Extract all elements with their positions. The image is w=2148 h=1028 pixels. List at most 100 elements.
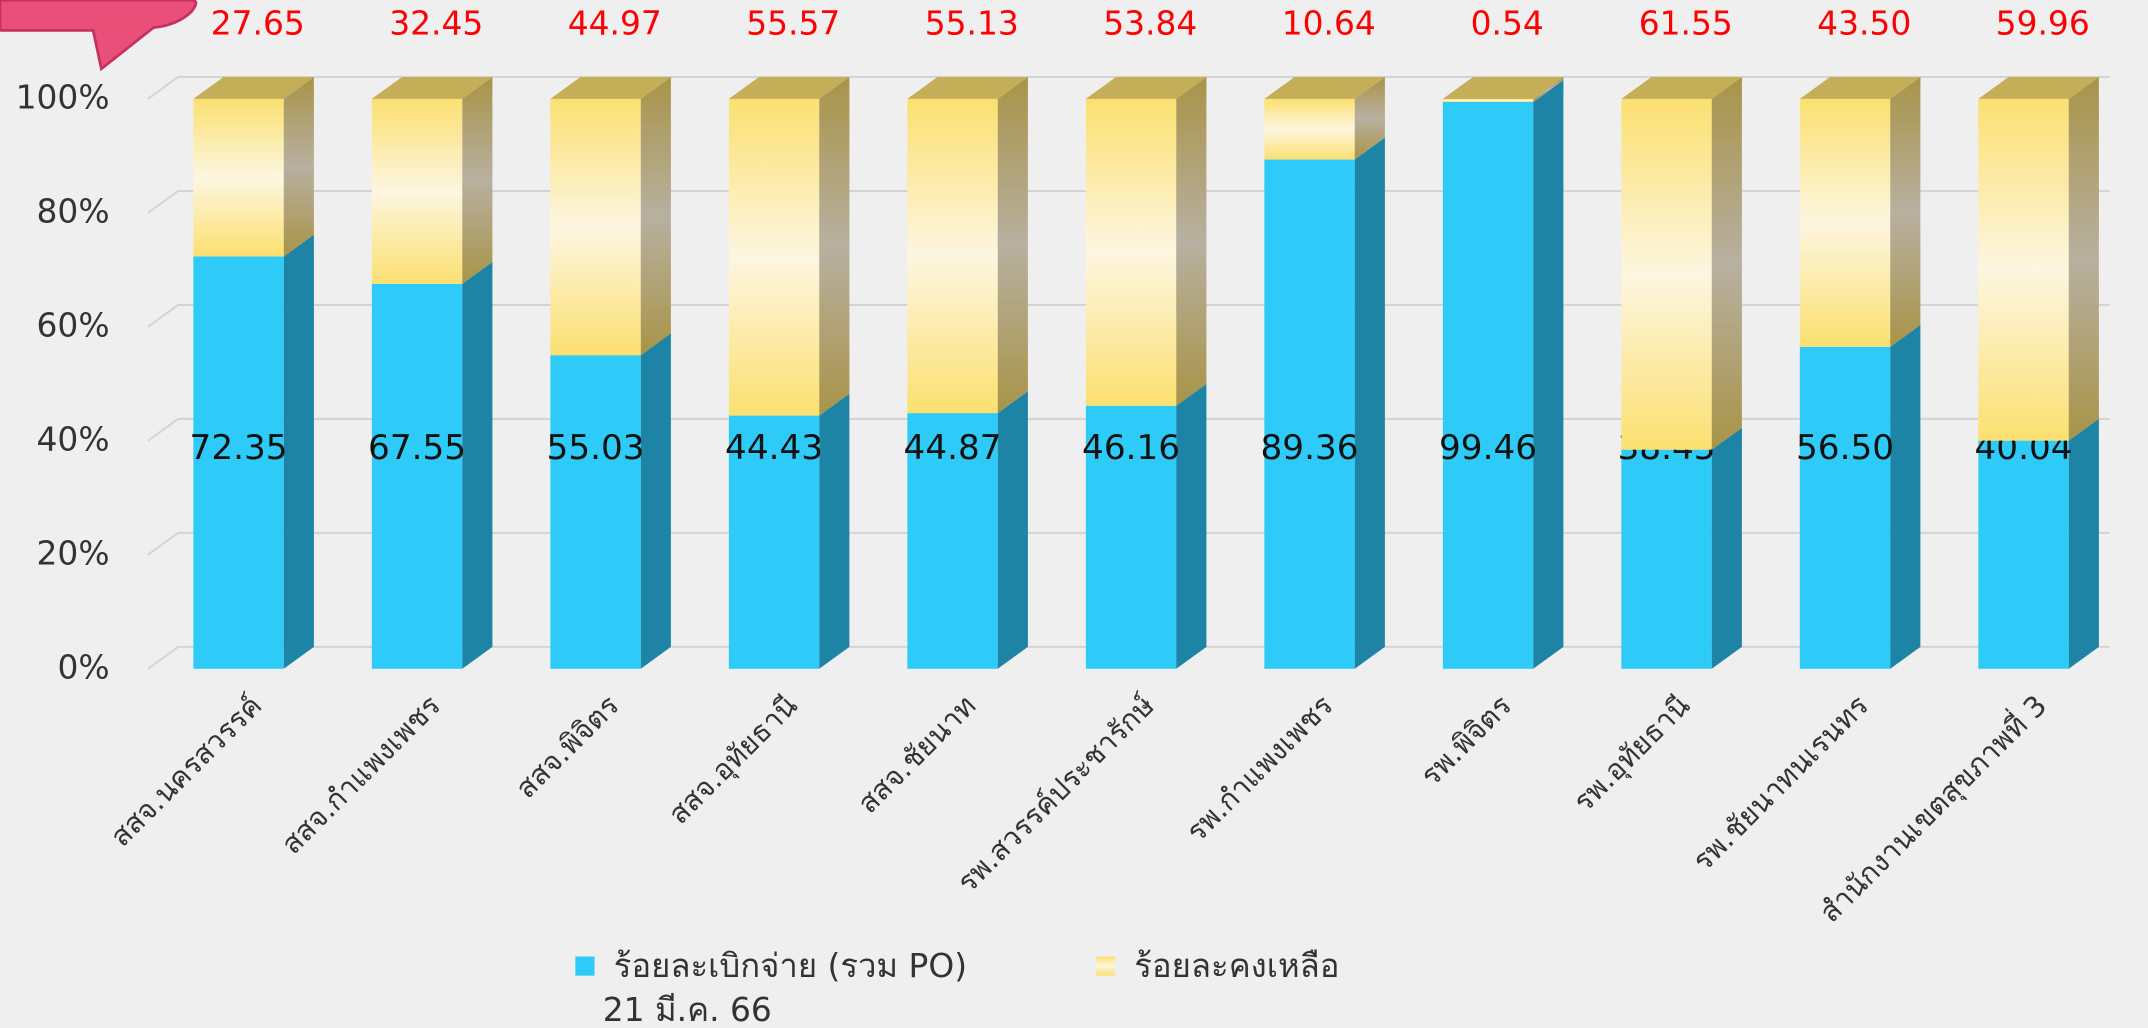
bar-segment [550, 77, 671, 356]
x-tick-label: รพ.สวรรค์ประชารักษ์ [950, 688, 1161, 899]
legend-swatch [1095, 956, 1116, 976]
bar-segment [728, 393, 850, 669]
bar-front [371, 98, 463, 284]
value-label: 55.03 [547, 428, 645, 468]
bar-front [371, 283, 463, 669]
bar-top [1085, 77, 1207, 99]
bar-segment [907, 391, 1028, 669]
bar-segment [1621, 427, 1742, 669]
x-tick-label: สสจ.ชัยนาท [851, 688, 983, 820]
bar-front [550, 98, 641, 356]
bar-side [462, 261, 493, 669]
x-tick-label: สสจ.นครสวรรค์ [103, 688, 268, 853]
x-tick-label: รพ.พิจิตร [1414, 688, 1518, 792]
value-label: 46.16 [1082, 428, 1180, 468]
value-label: 43.50 [1817, 3, 1911, 42]
y-tick-label: 0% [57, 647, 109, 686]
bar-front [907, 413, 998, 669]
value-label: 67.55 [368, 428, 466, 468]
bar-front [1621, 98, 1712, 450]
bar-segment [1978, 418, 2099, 669]
bar-front [1085, 98, 1177, 406]
bar-segment [193, 234, 314, 669]
bar-segment [1442, 80, 1564, 669]
bar-side [997, 77, 1028, 414]
x-tick-label: สสจ.อุทัยธานี [661, 688, 804, 831]
value-label: 55.57 [746, 3, 840, 42]
bar-side [1533, 77, 1564, 102]
bar-front [1264, 159, 1355, 669]
bar-front [193, 98, 284, 257]
bar-front [1621, 449, 1712, 669]
bar-segment [550, 333, 671, 669]
bar-side [1890, 77, 1921, 347]
bar-top [1264, 77, 1385, 99]
bar-side [997, 391, 1028, 669]
bar-top [371, 77, 493, 99]
bar-side [1354, 77, 1385, 160]
value-label: 32.45 [389, 3, 483, 42]
value-label: 53.84 [1103, 3, 1197, 42]
bar-front [550, 355, 641, 669]
bar-side [2068, 418, 2099, 669]
bar-segment [1621, 77, 1742, 450]
x-tick-label: รพ.ชัยนาทนเรนทร [1686, 688, 1875, 877]
bar-top [550, 77, 671, 99]
bar-side [2068, 77, 2099, 441]
value-label: 72.35 [190, 428, 288, 468]
bar-segment [1799, 324, 1921, 669]
grid-line [147, 75, 2110, 100]
value-label: 99.46 [1439, 428, 1537, 468]
bar-front [1978, 98, 2069, 441]
value-label: 59.96 [1996, 3, 2090, 42]
bar-side [819, 393, 850, 669]
bar-side [283, 77, 314, 257]
bar-top [907, 77, 1028, 99]
bar-segment [1799, 77, 1921, 347]
x-tick-label: รพ.อุทัยธานี [1566, 688, 1697, 819]
value-label: 44.87 [904, 428, 1002, 468]
value-label: 44.43 [725, 428, 823, 468]
bar-side [462, 77, 493, 284]
bar-side [1354, 137, 1385, 669]
bar-side [1711, 77, 1742, 450]
value-label: 89.36 [1261, 428, 1359, 468]
bar-front [1978, 440, 2069, 669]
bar-side [1711, 427, 1742, 669]
bar-top [1978, 77, 2099, 99]
bar-top [1621, 77, 1742, 99]
x-tick-label: สสจ.พิจิตร [509, 688, 626, 805]
legend-label: ร้อยละคงเหลือ [1134, 946, 1339, 985]
value-label: 61.55 [1639, 3, 1733, 42]
bar-segment [728, 77, 850, 416]
bar-front [1442, 101, 1534, 669]
bar-segment [1978, 77, 2099, 441]
bar-side [283, 234, 314, 669]
y-tick-label: 20% [37, 533, 110, 572]
bar-top [193, 77, 314, 99]
y-tick-label: 40% [37, 419, 110, 458]
bar-front [1085, 405, 1177, 669]
bar-segment [1442, 77, 1564, 102]
bar-side [819, 77, 850, 416]
bar-front [728, 98, 820, 416]
bar-top [728, 77, 850, 99]
bar-side [640, 77, 671, 356]
bar-segment [193, 77, 314, 257]
bar-side [1176, 77, 1207, 406]
bar-front [728, 415, 820, 669]
legend-label: ร้อยละเบิกจ่าย (รวม PO) [614, 946, 967, 985]
bar-front [1264, 98, 1355, 160]
bar-segment [371, 261, 493, 669]
callout [0, 0, 198, 72]
bar-segment [1264, 137, 1385, 669]
value-label: 56.50 [1796, 428, 1894, 468]
bar-side [640, 333, 671, 669]
x-tick-label: สสจ.กำแพงเพชร [274, 688, 446, 860]
x-tick-label: รพ.กำแพงเพชร [1179, 688, 1339, 848]
bar-side [1890, 324, 1921, 669]
bar-front [1799, 346, 1891, 669]
bar-segment [1085, 77, 1207, 406]
y-tick-label: 80% [37, 191, 110, 230]
